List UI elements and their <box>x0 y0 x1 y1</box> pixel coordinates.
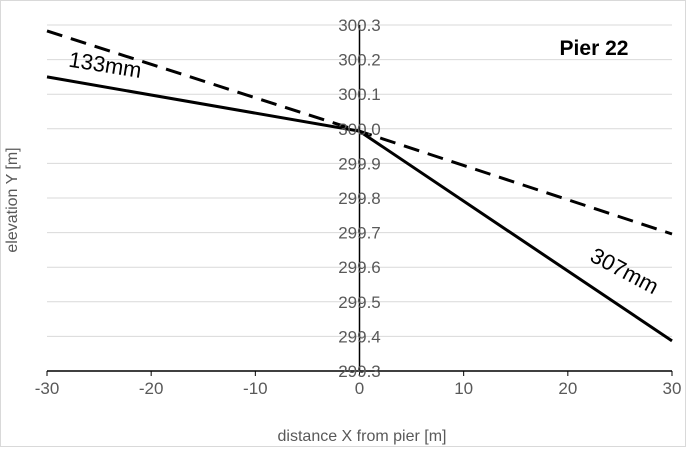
axis-layer <box>46 25 673 376</box>
x-tick-label-3: 0 <box>355 379 364 398</box>
x-axis-title: distance X from pier [m] <box>278 428 447 445</box>
y-tick-label-1: 299.4 <box>338 327 381 346</box>
y-axis-title: elevation Y [m] <box>4 147 21 252</box>
y-tick-label-9: 300.2 <box>338 51 381 70</box>
chart-title: Pier 22 <box>560 37 629 60</box>
y-tick-label-5: 299.8 <box>338 189 381 208</box>
y-tick-label-10: 300.3 <box>338 16 381 35</box>
x-tick-label-1: -20 <box>139 379 164 398</box>
x-tick-label-5: 20 <box>558 379 577 398</box>
y-tick-label-4: 299.7 <box>338 224 381 243</box>
x-tick-label-2: -10 <box>243 379 268 398</box>
x-tick-label-0: -30 <box>35 379 60 398</box>
y-tick-label-8: 300.1 <box>338 85 381 104</box>
y-tick-label-3: 299.6 <box>338 258 381 277</box>
y-tick-label-6: 299.9 <box>338 154 381 173</box>
y-tick-label-0: 299.3 <box>338 362 381 381</box>
y-tick-label-7: 300.0 <box>338 120 381 139</box>
x-tick-label-6: 30 <box>663 379 682 398</box>
x-tick-label-4: 10 <box>454 379 473 398</box>
y-tick-label-2: 299.5 <box>338 293 381 312</box>
x-tick-labels: -30 -20 -10 0 10 20 30 <box>35 379 682 398</box>
y-tick-labels: 299.3 299.4 299.5 299.6 299.7 299.8 299.9 300.0… <box>338 16 381 381</box>
